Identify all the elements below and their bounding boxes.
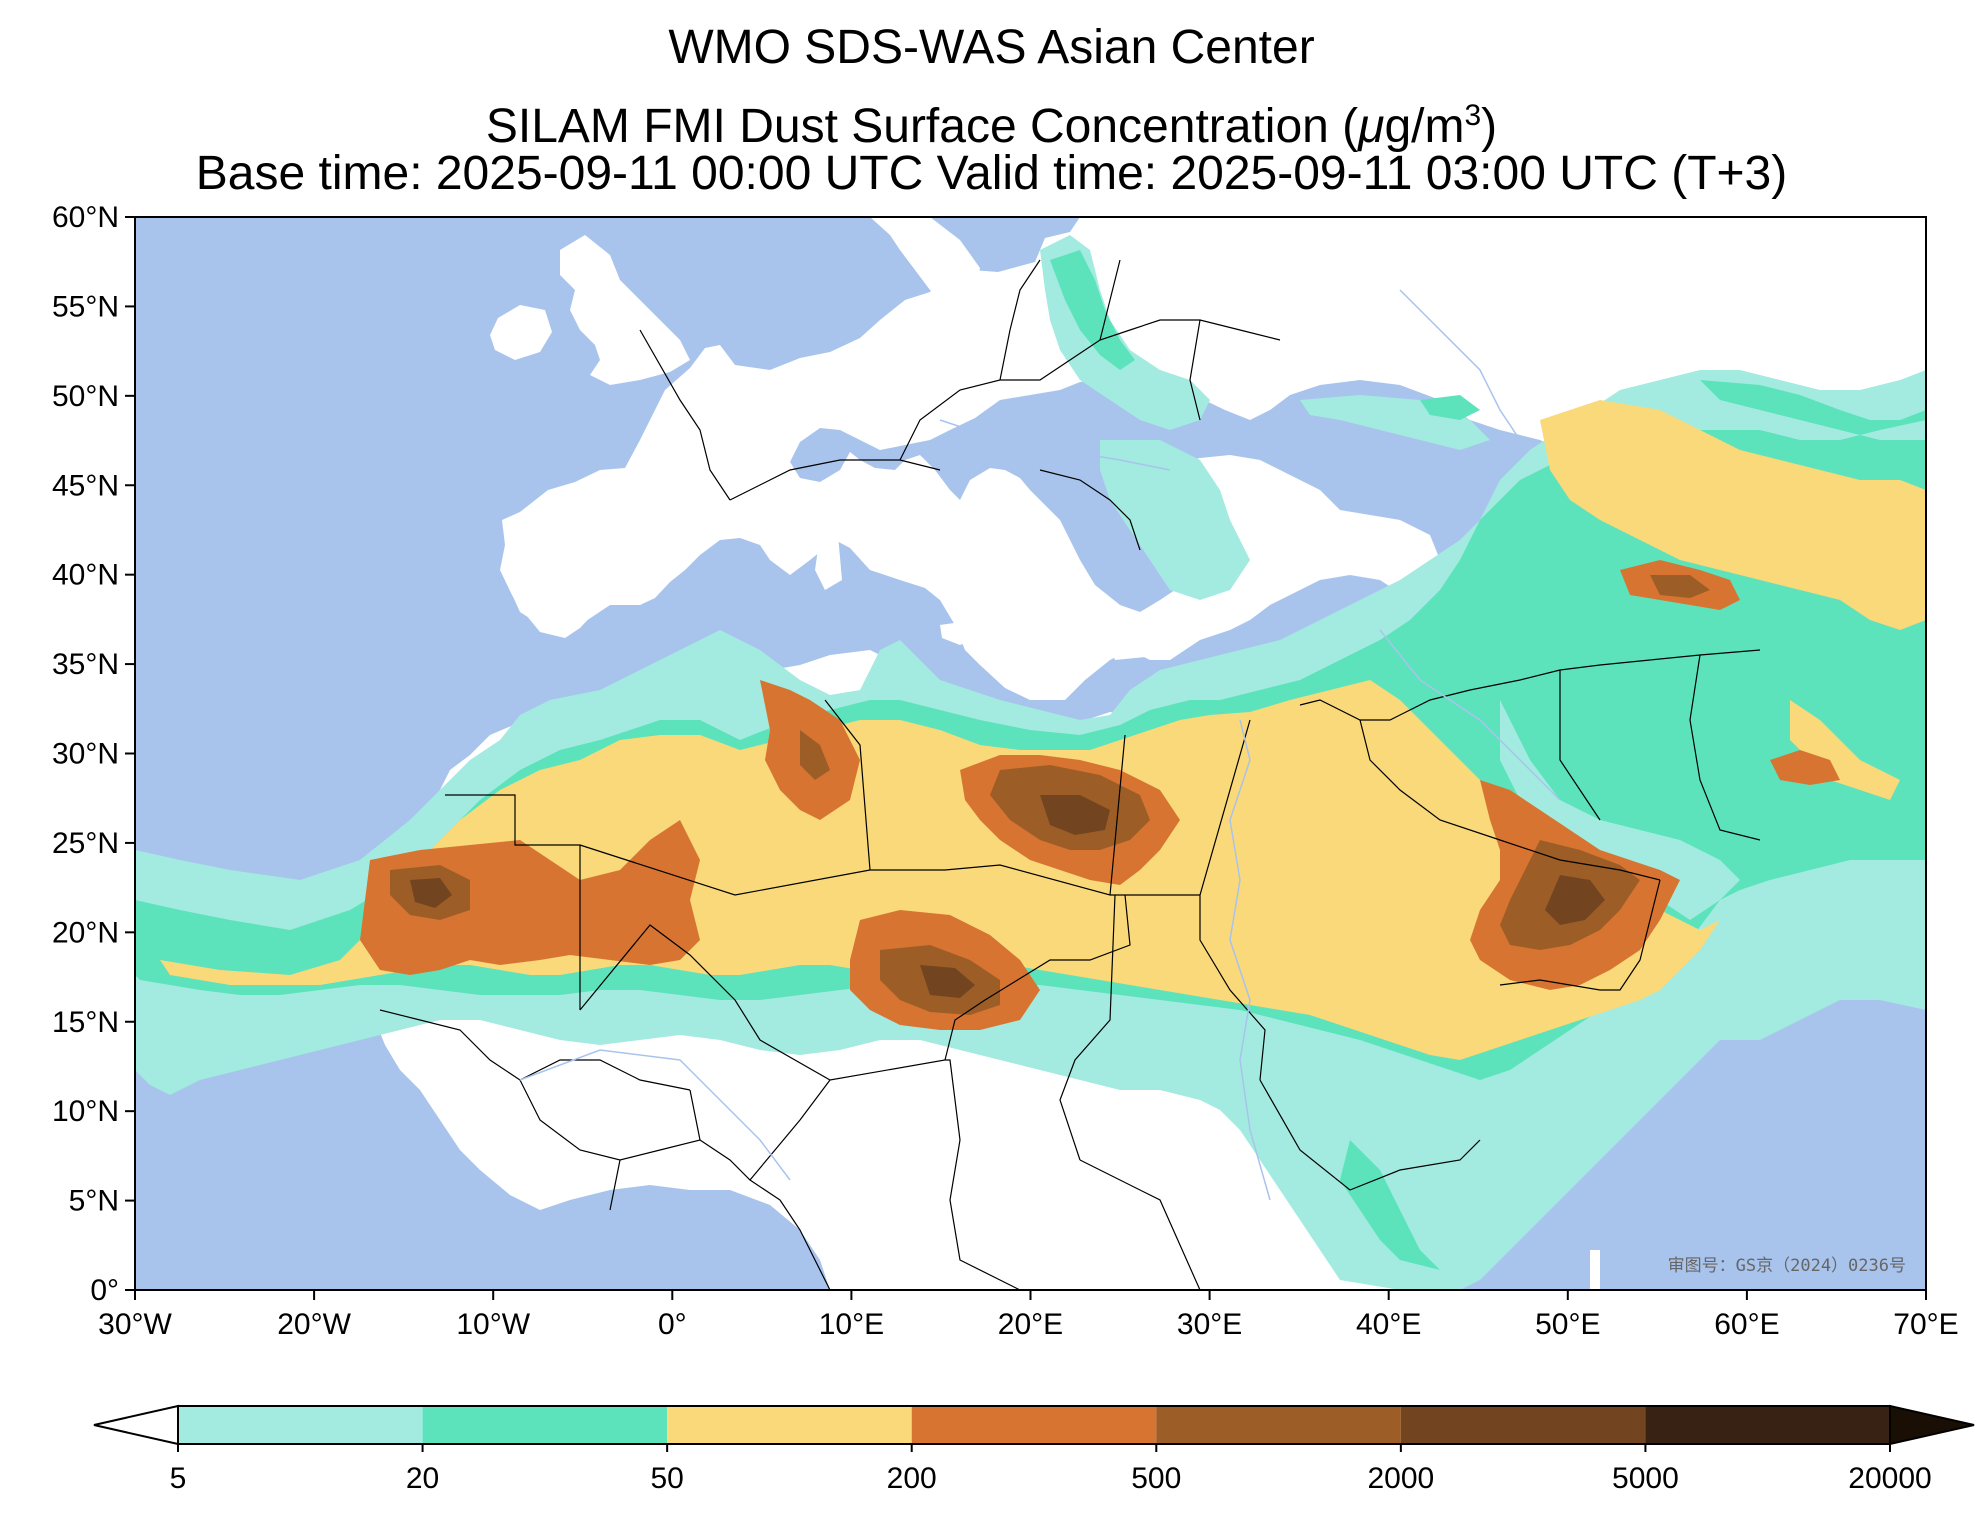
lat-tick-label: 10°N: [52, 1095, 119, 1128]
lat-tick-label: 20°N: [52, 916, 119, 949]
colorbar-segment: [178, 1406, 423, 1444]
lon-tick-label: 20°W: [277, 1308, 351, 1341]
colorbar-tick-labels: 5 20 50 200 500 2000 5000 20000: [170, 1444, 1932, 1495]
lat-tick-label: 40°N: [52, 559, 119, 592]
lat-tick-label: 50°N: [52, 380, 119, 413]
border-europe: [639, 259, 1281, 551]
title-line-2: SILAM FMI Dust Surface Concentration (μg…: [0, 88, 1983, 155]
river-danube: [939, 419, 1171, 471]
title-line-2-suffix: ): [1481, 100, 1498, 153]
colorbar-level-label: 20: [406, 1462, 439, 1495]
river-euphrates: [1379, 629, 1561, 801]
lon-tick-label: 0°: [658, 1308, 687, 1341]
lon-tick-label: 10°W: [456, 1308, 530, 1341]
title-line-1: WMO SDS-WAS Asian Center: [668, 21, 1315, 74]
colorbar-level-label: 500: [1131, 1462, 1181, 1495]
colorbar-level-label: 50: [650, 1462, 683, 1495]
colorbar-over-triangle: [1889, 1404, 1975, 1446]
landmass-madagascar-tip: [1590, 1250, 1600, 1290]
landmass-sicily: [940, 620, 985, 645]
lon-tick-label: 30°E: [1177, 1308, 1242, 1341]
longitude-axis: 30°W 20°W 10°W 0° 10°E 20°E 30°E 40°E 50°E 60°E 70…: [98, 1290, 1959, 1341]
title-line-2-mu: μ: [1358, 100, 1385, 153]
border-middle-east: [1299, 649, 1761, 991]
colorbar-frame: [177, 1405, 1891, 1445]
lon-tick-label: 40°E: [1356, 1308, 1421, 1341]
landmass-iberia: [505, 505, 665, 628]
title-line-3: Base time: 2025-09-11 00:00 UTC Valid ti…: [195, 147, 1788, 200]
rivers: [519, 289, 1561, 1201]
title-line-2-prefix: SILAM FMI Dust Surface Concentration (: [485, 100, 1359, 153]
colorbar-segment: [667, 1406, 912, 1444]
river-volga: [1399, 289, 1521, 441]
landmass-crete: [1110, 645, 1165, 660]
border-north-africa: [445, 699, 1266, 1161]
colorbar-level-label: 200: [887, 1462, 937, 1495]
colorbar-segment: [1156, 1406, 1401, 1444]
colorbar-segment: [1645, 1406, 1890, 1444]
lon-tick-label: 30°W: [98, 1308, 172, 1341]
river-niger: [519, 1049, 791, 1181]
landmass-ireland: [490, 305, 552, 360]
border-west-africa: [379, 1009, 1481, 1290]
colorbar-level-label: 20000: [1848, 1462, 1931, 1495]
lat-tick-label: 5°N: [69, 1185, 119, 1218]
title-line-2-unit: g/m: [1384, 100, 1465, 153]
country-borders: [379, 259, 1761, 1290]
landmass-sardinia: [815, 535, 842, 590]
landmass-britain: [560, 235, 690, 385]
map-plot-area: 审图号：GS京（2024）0236号: [135, 217, 1926, 1290]
landmass-italy: [900, 470, 1000, 590]
latitude-axis: 60°N 55°N 50°N 45°N 40°N 35°N 30°N 25°N 20°N 15°N…: [52, 201, 135, 1307]
colorbar-level-label: 5000: [1612, 1462, 1679, 1495]
lon-tick-label: 70°E: [1893, 1308, 1958, 1341]
landmass-scandinavia: [870, 217, 980, 300]
lon-tick-label: 10°E: [819, 1308, 884, 1341]
dust-concentration-layer: [135, 235, 1926, 1290]
lat-tick-label: 0°: [90, 1274, 119, 1307]
lat-tick-label: 30°N: [52, 738, 119, 771]
colorbar-level-label: 5: [170, 1462, 187, 1495]
colorbar-segment: [1400, 1406, 1646, 1444]
lat-tick-label: 55°N: [52, 290, 119, 323]
lon-tick-label: 60°E: [1714, 1308, 1779, 1341]
lat-tick-label: 25°N: [52, 827, 119, 860]
river-nile: [1229, 719, 1271, 1201]
landmass-corsica: [828, 505, 845, 532]
colorbar-level-label: 2000: [1367, 1462, 1434, 1495]
colorbar-under-triangle: [93, 1404, 179, 1446]
colorbar-segments: [178, 1406, 1890, 1444]
colorbar: 5 20 50 200 500 2000 5000 20000: [93, 1404, 1975, 1495]
title-line-2-sup: 3: [1464, 99, 1482, 132]
lat-tick-label: 60°N: [52, 201, 119, 234]
lon-tick-label: 50°E: [1535, 1308, 1600, 1341]
lon-tick-label: 20°E: [998, 1308, 1063, 1341]
colorbar-segment: [422, 1406, 668, 1444]
lat-tick-label: 15°N: [52, 1006, 119, 1039]
lat-tick-label: 45°N: [52, 469, 119, 502]
colorbar-segment: [911, 1406, 1157, 1444]
approval-number-text: 审图号：GS京（2024）0236号: [1668, 1256, 1906, 1276]
lat-tick-label: 35°N: [52, 648, 119, 681]
